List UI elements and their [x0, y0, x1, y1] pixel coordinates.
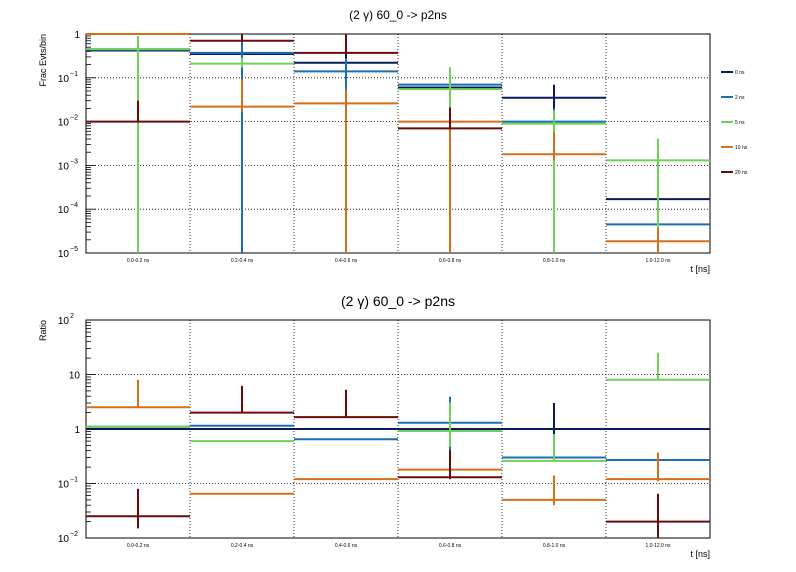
y-tick-exponent: 2: [70, 313, 74, 320]
y-tick-label: 10: [58, 118, 70, 129]
y-tick-exponent: −5: [70, 246, 78, 253]
x-axis-label: t [ns]: [690, 549, 710, 559]
x-tick-label: 0.0-0.2 ns: [127, 258, 150, 264]
y-tick-label: 10: [58, 161, 70, 172]
y-tick-exponent: −2: [70, 531, 78, 538]
x-tick-label: 0.4-0.6 ns: [335, 258, 358, 264]
legend-label: 5 ns: [735, 120, 745, 126]
y-tick-exponent: −1: [70, 71, 78, 78]
y-tick-label: 1: [74, 30, 80, 41]
y-tick-exponent: −2: [70, 115, 78, 122]
x-tick-label: 0.8-1.0 ns: [543, 543, 566, 549]
x-tick-label: 0.0-0.2 ns: [127, 543, 150, 549]
y-tick-label: 10: [58, 205, 70, 216]
y-tick-exponent: −4: [70, 202, 78, 209]
chart-title: (2 γ) 60_0 -> p2ns: [349, 8, 447, 22]
y-axis-label: Ratio: [38, 320, 48, 341]
x-tick-label: 0.2-0.4 ns: [231, 543, 254, 549]
legend: 0 ns 2 ns 5 ns 10 ns 20 ns: [721, 70, 748, 176]
y-axis-label: Frac Evts/bin: [38, 34, 48, 87]
x-axis-label: t [ns]: [690, 264, 710, 274]
legend-label: 20 ns: [735, 170, 748, 176]
x-tick-label: 0.8-1.0 ns: [543, 258, 566, 264]
y-tick-exponent: −3: [70, 158, 78, 165]
y-tick-label: 10: [69, 371, 81, 382]
legend-label: 2 ns: [735, 95, 745, 101]
y-tick-exponent: −1: [70, 477, 78, 484]
chart-panel-1: 110−110−210−310−410 −50.0-0.2 ns 0.2-0.4 n…: [38, 8, 748, 274]
x-tick-label: 1.0-12.0 ns: [645, 543, 671, 549]
x-tick-label: 0.6-0.8 ns: [439, 258, 462, 264]
y-tick-label: 10: [58, 534, 70, 545]
legend-label: 0 ns: [735, 70, 745, 76]
y-tick-label: 10: [58, 316, 70, 327]
y-tick-label: 10: [58, 249, 70, 260]
y-tick-label: 10: [58, 74, 70, 85]
y-tick-label: 10: [58, 480, 70, 491]
x-tick-label: 0.4-0.6 ns: [335, 543, 358, 549]
y-tick-label: 1: [74, 425, 80, 436]
x-tick-label: 0.2-0.4 ns: [231, 258, 254, 264]
chart-title: (2 γ) 60_0 -> p2ns: [341, 293, 455, 309]
x-tick-label: 1.0-12.0 ns: [645, 258, 671, 264]
x-tick-label: 0.6-0.8 ns: [439, 543, 462, 549]
legend-label: 10 ns: [735, 145, 748, 151]
